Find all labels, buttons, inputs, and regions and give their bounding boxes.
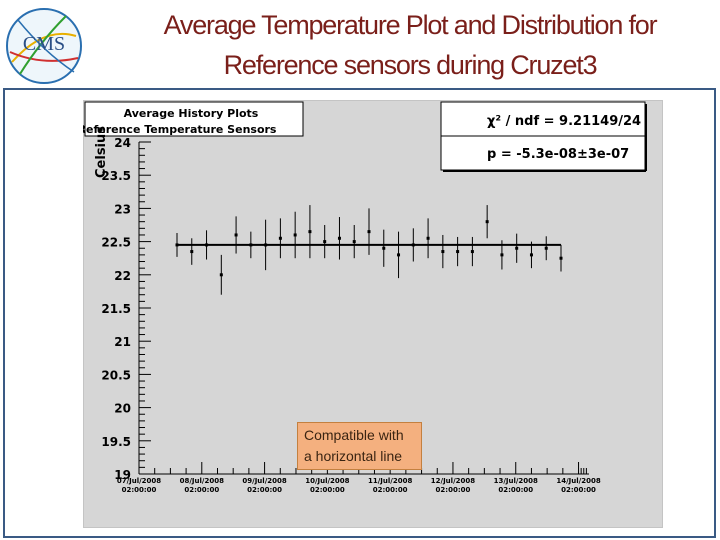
data-point <box>205 243 209 247</box>
data-point <box>382 246 386 250</box>
y-axis-label: Celsius <box>94 126 109 178</box>
y-tick-label: 19 <box>114 468 131 482</box>
x-tick-label-date: 07/Jul/2008 <box>117 477 161 485</box>
x-tick-label-date: 09/Jul/2008 <box>242 477 286 485</box>
data-point <box>426 236 430 240</box>
x-tick-label-time: 02:00:00 <box>436 486 471 494</box>
data-point <box>175 243 179 247</box>
data-point <box>234 233 238 237</box>
data-point <box>278 236 282 240</box>
chart-title: Average History Plots <box>124 107 259 120</box>
fit-chi2: χ² / ndf = 9.21149/24 <box>487 114 641 129</box>
data-point <box>264 243 268 247</box>
y-tick-label: 23 <box>114 202 131 216</box>
data-point <box>397 253 401 257</box>
data-point <box>323 240 327 244</box>
y-tick-label: 22 <box>114 269 131 283</box>
x-tick-label-date: 14/Jul/2008 <box>556 477 600 485</box>
data-point <box>441 250 445 254</box>
data-point <box>293 233 297 237</box>
y-tick-label: 21.5 <box>101 302 131 316</box>
data-point <box>485 220 489 224</box>
fit-p: p = -5.3e-08±3e-07 <box>487 147 629 162</box>
temperature-history-chart: 19 19.5 20 20.5 21 21.5 22 22.5 23 23.5 24 07/Jul/… <box>83 101 647 494</box>
data-point <box>456 250 460 254</box>
y-tick-label: 22.5 <box>101 236 131 250</box>
data-point <box>559 256 563 260</box>
data-point <box>367 230 371 234</box>
chart-subtitle: Reference Temperature Sensors <box>83 123 277 136</box>
data-point <box>529 253 533 257</box>
data-point <box>515 246 519 250</box>
data-point <box>337 236 341 240</box>
x-tick-label-time: 02:00:00 <box>498 486 533 494</box>
slide-title-line-2: Reference sensors during Cruzet3 <box>223 50 598 80</box>
data-point <box>470 250 474 254</box>
annotation-line-2: a horizontal line <box>304 448 403 464</box>
cms-logo: CMS <box>6 8 82 84</box>
y-tick-label: 21 <box>114 335 131 349</box>
y-tick-label: 20.5 <box>101 368 131 382</box>
y-tick-label: 20 <box>114 402 131 416</box>
x-tick-label-time: 02:00:00 <box>247 486 282 494</box>
annotation-line-1: Compatible with <box>304 427 404 443</box>
x-tick-label-date: 11/Jul/2008 <box>368 477 412 485</box>
data-point <box>500 253 504 257</box>
data-point <box>190 250 194 254</box>
data-point <box>411 243 415 247</box>
x-tick-label-time: 02:00:00 <box>184 486 219 494</box>
x-tick-label-time: 02:00:00 <box>373 486 408 494</box>
x-tick-label-time: 02:00:00 <box>310 486 345 494</box>
plot-panel: 19 19.5 20 20.5 21 21.5 22 22.5 23 23.5 24 07/Jul/… <box>3 88 716 538</box>
x-tick-label-time: 02:00:00 <box>122 486 157 494</box>
x-tick-label-date: 12/Jul/2008 <box>431 477 475 485</box>
slide-title-line-1: Average Temperature Plot and Distributio… <box>163 10 658 40</box>
data-point <box>352 240 356 244</box>
data-point <box>308 230 312 234</box>
y-tick-label: 23.5 <box>101 169 131 183</box>
data-point <box>219 273 223 277</box>
x-tick-label-date: 08/Jul/2008 <box>180 477 224 485</box>
logo-text: CMS <box>23 33 65 55</box>
y-tick-label: 19.5 <box>101 435 131 449</box>
chart-title-box <box>84 101 304 137</box>
annotation-box: Compatible with a horizontal line <box>297 422 422 470</box>
x-tick-label-date: 13/Jul/2008 <box>494 477 538 485</box>
data-point <box>249 243 253 247</box>
x-tick-label-time: 02:00:00 <box>561 486 596 494</box>
y-tick-label: 24 <box>114 136 131 150</box>
data-point <box>544 246 548 250</box>
x-tick-label-date: 10/Jul/2008 <box>305 477 349 485</box>
